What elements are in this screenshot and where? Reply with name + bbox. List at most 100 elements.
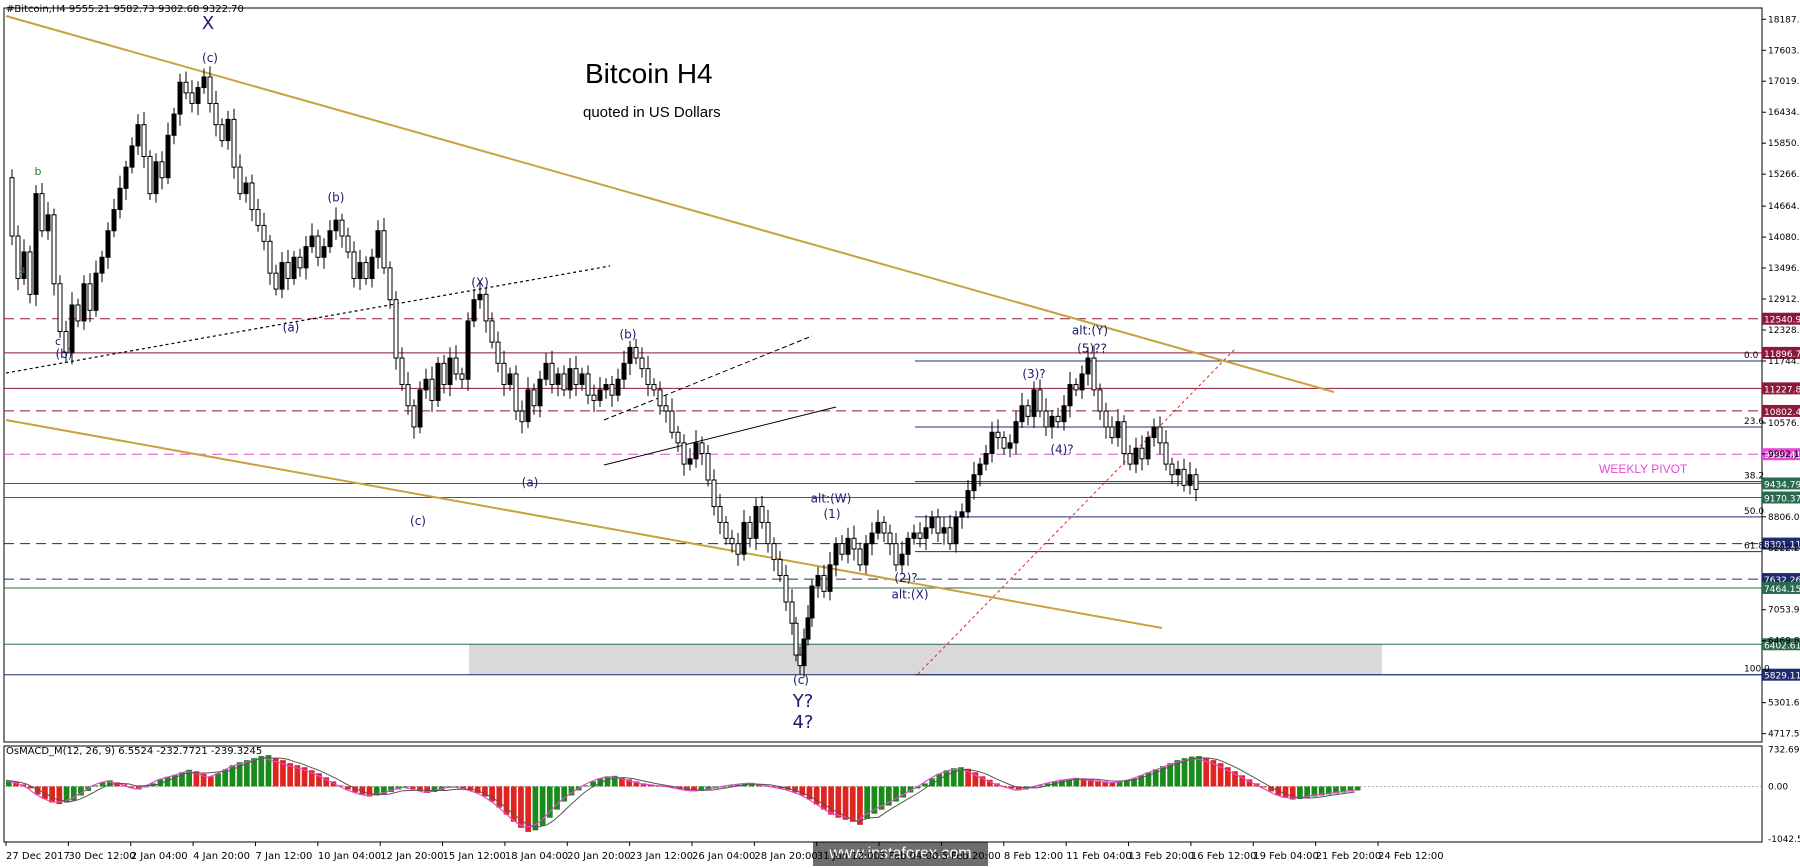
candle-body [1001,437,1007,449]
candle-body [699,442,705,454]
macd-bar [99,782,106,787]
price-tick-label: 12912.60 [1768,295,1800,305]
candle-body [177,81,183,115]
candle-body [1151,426,1157,439]
candle-body [759,506,765,523]
candle-body [1043,410,1049,428]
level-tag-label: 7632.26 [1764,576,1800,586]
candle-body [845,537,851,555]
time-tick-label: 23 Jan 12:00 [630,851,693,862]
macd-tick-label: -1042.57 [1768,835,1800,845]
macd-bar [554,786,560,810]
candle-body [777,559,783,576]
candle-body [621,362,627,380]
candle-body [333,219,339,232]
candle-body [27,251,33,295]
macd-label: OsMACD_M(12, 26, 9) 6.5524 -232.7721 -23… [6,746,263,757]
candle-body [243,182,249,195]
macd-bar [56,786,63,805]
candle-body [1037,389,1043,412]
macd-bar [366,786,373,797]
price-tick-label: 14664.20 [1768,202,1800,212]
macd-bar [1239,775,1246,787]
candle-body [711,479,717,508]
time-tick-label: 21 Feb 20:00 [1316,851,1382,862]
level-tag-label: 12540.97 [1764,316,1800,326]
price-tick-label: 14080.25 [1768,233,1800,243]
candle-body [651,384,657,391]
time-tick-label: 4 Jan 20:00 [193,851,250,862]
candle-body [645,368,651,386]
macd-bar [388,786,394,792]
time-tick-label: 2 Jan 04:00 [131,851,188,862]
fib-ratio-label: 100.0 [1744,665,1770,675]
macd-bar [1008,786,1015,789]
price-tick-label: 8222.20 [1768,544,1800,554]
candle-body [1061,405,1067,423]
price-tick-label: 9992.10 [1768,450,1800,460]
candle-body [9,177,15,237]
macd-bar [1347,786,1354,792]
candle-body [1073,384,1079,391]
level-tag [1762,491,1800,504]
macd-bar [1181,758,1188,787]
price-tick-label: 10576.20 [1768,419,1800,429]
macd-bar [215,773,221,787]
wave-label: a [19,263,26,276]
macd-bar [1325,786,1332,795]
candle-body [1133,447,1139,465]
macd-bar [1073,777,1080,787]
candle-body [135,124,141,147]
macd-bar [1261,786,1267,788]
macd-bar [979,776,986,787]
macd-bar [301,767,308,787]
candle-body [1127,452,1133,465]
candle-body [705,452,711,481]
price-tick-label: 15850.85 [1768,139,1800,149]
price-tick-label: 5301.60 [1768,699,1800,709]
candle-body [1169,463,1175,476]
candle-body [923,527,929,539]
time-tick-label: 12 Jan 20:00 [380,851,443,862]
candle-body [531,389,537,407]
wave-label: c [55,335,61,348]
candle-body [303,246,309,269]
candle-body [369,256,375,279]
macd-bar [1160,766,1166,787]
candle-body [827,564,833,592]
time-tick-label: 5 Feb 20:00 [941,851,1000,862]
level-tag [1762,404,1800,417]
candle-body [357,262,363,279]
macd-bar [1318,786,1325,796]
candle-body [33,193,39,295]
level-tag-label: 8301.11 [1764,541,1800,551]
macd-bar [424,786,431,793]
macd-bar [546,786,553,818]
wave-label: Y? [792,691,814,712]
macd-bar [640,783,647,787]
channel-upper [603,335,813,421]
macd-bar [857,786,863,825]
wave-label: (c) [410,514,426,528]
candle-body [893,543,899,566]
candle-body [789,601,795,624]
macd-bar [265,755,272,787]
macd-bar [1138,775,1145,787]
candle-body [387,267,393,301]
candle-body [579,373,585,386]
candle-body [717,506,723,523]
price-tick-label: 6469.80 [1768,637,1800,647]
macd-bar [352,786,358,793]
macd-bar [907,786,914,793]
macd-bar [1174,760,1181,787]
macd-bar [922,783,928,787]
candle-body [99,256,105,274]
macd-bar [611,775,618,787]
macd-bar [157,779,164,787]
macd-bar [532,786,539,831]
level-tag-label: 6402.61 [1764,641,1800,651]
candle-body [585,373,591,396]
candle-body [663,405,669,412]
macd-bar [828,786,834,815]
